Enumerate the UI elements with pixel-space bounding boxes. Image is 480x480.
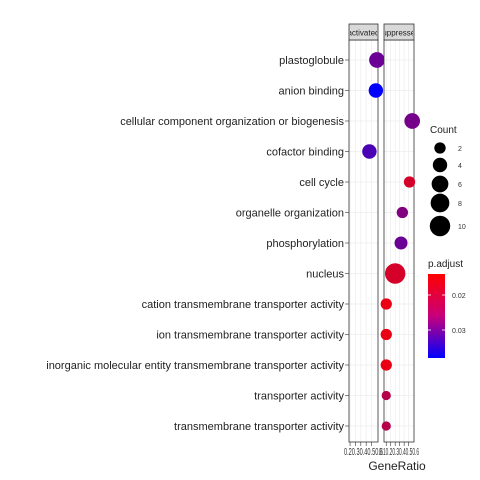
term-label-anion-binding: anion binding <box>279 86 344 98</box>
panel-activated-strip-label: activated <box>347 29 379 38</box>
point-cell-cycle <box>403 176 416 188</box>
x-axis-title: GeneRatio <box>368 459 426 473</box>
facet-panels: activated 0.20.30.40.50.6 suppressed 0.10.2… <box>344 23 421 458</box>
point-cellular-component-organization-or-biogenesis <box>404 113 421 129</box>
point-transporter-activity <box>381 390 391 401</box>
term-label-phosphorylation: phosphorylation <box>266 238 344 250</box>
point-nucleus <box>384 263 406 284</box>
panel-suppressed-x-tick-labels: 0.10.20.30.40.50.6 <box>379 447 419 458</box>
count-legend-dot-10 <box>429 215 451 237</box>
p-adjust-colorbar <box>428 274 445 358</box>
count-legend-dot-4 <box>432 157 448 173</box>
count-legend-dot-2 <box>434 142 446 154</box>
panel-suppressed-strip-label: suppressed <box>378 29 419 38</box>
count-legend-dot-8 <box>430 193 450 213</box>
point-cofactor-binding <box>362 144 377 159</box>
count-legend-label-2: 2 <box>458 146 462 153</box>
p-adjust-label: 0.03 <box>452 328 466 335</box>
count-legend-dot-6 <box>431 175 449 193</box>
term-label-nucleus: nucleus <box>306 269 344 281</box>
count-legend-label-6: 6 <box>458 182 462 189</box>
point-anion-binding <box>368 83 384 98</box>
p-adjust-legend: p.adjust 0.02 0.03 <box>428 259 466 358</box>
count-legend-label-4: 4 <box>458 163 462 170</box>
count-legend: Count 2 4 6 8 10 <box>429 125 466 237</box>
point-plastoglobule <box>369 52 385 68</box>
term-label-cation-transmembrane-transporter-activity: cation transmembrane transporter activit… <box>142 299 345 311</box>
count-legend-label-8: 8 <box>458 201 462 208</box>
term-labels: plastoglobule anion binding cellular compo… <box>46 55 349 433</box>
point-cation-transmembrane-transporter-activity <box>380 298 392 310</box>
term-label-ion-transmembrane-transporter-activity: ion transmembrane transporter activity <box>156 330 344 342</box>
panel-suppressed-strip <box>383 23 415 41</box>
panel-activated-strip <box>348 23 379 41</box>
point-inorganic-molecular-entity-transmembrane-transporter-activity <box>380 359 392 371</box>
term-label-cell-cycle: cell cycle <box>299 177 344 189</box>
count-legend-label-10: 10 <box>458 224 466 231</box>
panel-activated-x-tick-labels: 0.20.30.40.50.6 <box>344 447 383 458</box>
term-label-cellular-component-organization-or-biogenesis: cellular component organization or bioge… <box>120 116 344 128</box>
term-label-transporter-activity: transporter activity <box>254 391 344 403</box>
point-ion-transmembrane-transporter-activity <box>380 328 392 341</box>
term-label-plastoglobule: plastoglobule <box>279 55 344 67</box>
term-label-transmembrane-transporter-activity: transmembrane transporter activity <box>174 421 344 433</box>
point-organelle-organization <box>396 206 409 219</box>
point-phosphorylation <box>394 236 408 250</box>
point-transmembrane-transporter-activity <box>381 421 391 431</box>
p-adjust-legend-title: p.adjust <box>428 259 463 270</box>
p-adjust-label: 0.02 <box>452 293 466 300</box>
term-label-cofactor-binding: cofactor binding <box>266 147 344 159</box>
panel-activated-background <box>349 40 378 442</box>
term-label-organelle-organization: organelle organization <box>236 208 344 220</box>
term-label-inorganic-molecular-entity-transmembrane-transporter-activity: inorganic molecular entity transmembrane… <box>46 360 344 372</box>
count-legend-title: Count <box>430 125 457 136</box>
